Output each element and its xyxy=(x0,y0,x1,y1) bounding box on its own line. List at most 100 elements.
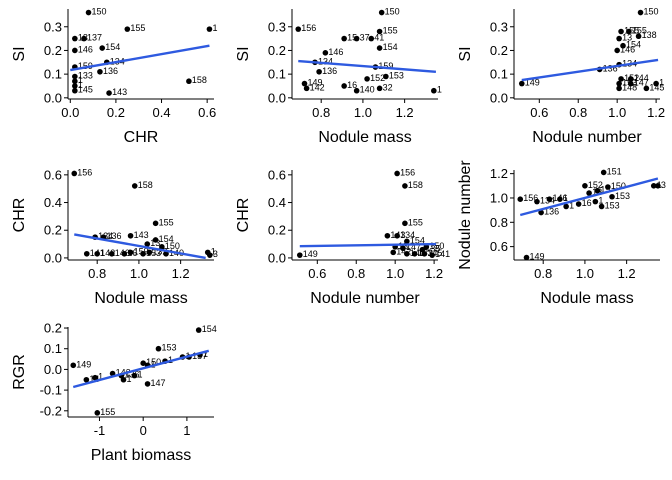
x-tick-label: 1.2 xyxy=(618,266,636,281)
data-point xyxy=(609,193,615,200)
data-point xyxy=(131,183,138,189)
point-label: 159 xyxy=(378,61,393,71)
point-label: 142 xyxy=(396,246,411,256)
data-point xyxy=(140,250,146,257)
y-tick-label: 0.1 xyxy=(268,67,286,82)
point-label: 156 xyxy=(77,167,92,177)
point-label: 141 xyxy=(435,249,450,259)
y-tick-label: 0.3 xyxy=(490,19,508,34)
point-label: 155 xyxy=(130,23,145,33)
point-label: 153 xyxy=(161,343,176,353)
y-tick-label: 0.6 xyxy=(268,167,286,182)
x-tick-label: -1 xyxy=(94,423,106,438)
x-tick-label: 1.0 xyxy=(386,266,404,281)
data-point xyxy=(94,250,100,257)
point-label: 154 xyxy=(410,235,425,245)
point-label: 153 xyxy=(146,248,161,258)
point-label: 136 xyxy=(106,231,121,241)
point-label: 134 xyxy=(318,56,333,66)
data-point xyxy=(72,35,78,42)
point-label: 137 xyxy=(87,33,102,43)
data-point xyxy=(146,249,153,256)
x-tick-label: 0.6 xyxy=(198,105,216,120)
point-label: 13 xyxy=(622,33,632,43)
x-tick-label: 1.2 xyxy=(647,105,665,120)
data-point xyxy=(296,252,303,258)
x-tick-label: 0.6 xyxy=(530,105,548,120)
data-point xyxy=(353,35,360,42)
y-tick-label: 0.4 xyxy=(44,195,62,210)
data-point xyxy=(637,9,644,16)
data-point xyxy=(121,250,128,257)
point-label: 1 xyxy=(203,349,208,359)
data-point xyxy=(618,76,624,82)
data-point xyxy=(295,26,302,32)
point-label: 1 xyxy=(659,78,664,88)
point-label: 148 xyxy=(622,82,637,92)
data-point xyxy=(97,68,103,75)
point-label: 152 xyxy=(370,73,385,83)
point-label: 154 xyxy=(202,324,217,334)
data-point xyxy=(301,80,308,87)
data-point xyxy=(402,183,408,189)
data-point xyxy=(72,83,78,89)
point-label: 159 xyxy=(134,246,149,256)
point-label: 154 xyxy=(626,40,641,50)
data-point xyxy=(400,245,406,252)
data-point xyxy=(518,80,525,87)
data-point xyxy=(124,26,131,32)
data-point xyxy=(106,90,112,96)
point-label: 156 xyxy=(400,167,415,177)
point-label: 147 xyxy=(406,242,421,252)
point-label: 143 xyxy=(134,230,149,240)
data-point xyxy=(71,170,78,177)
data-point xyxy=(303,85,310,92)
y-tick-label: 0.1 xyxy=(44,341,62,356)
data-point xyxy=(598,203,605,210)
point-label: 136 xyxy=(103,66,118,76)
data-point xyxy=(195,327,202,333)
regression-line xyxy=(72,349,210,389)
data-point xyxy=(620,42,626,49)
x-tick-label: 0.2 xyxy=(107,105,125,120)
y-axis-title: SI xyxy=(235,46,252,61)
data-point xyxy=(628,80,634,87)
point-label: 13 xyxy=(150,238,160,248)
point-label: 144 xyxy=(634,73,649,83)
y-axis-title: Nodule number xyxy=(457,160,474,270)
point-label: 15 xyxy=(600,185,610,195)
y-axis-title: SI xyxy=(457,46,474,61)
data-point xyxy=(72,78,78,85)
point-label: 1 xyxy=(437,85,442,95)
data-point xyxy=(635,33,642,40)
y-tick-label: 0.2 xyxy=(268,43,286,58)
x-tick-label: 0.8 xyxy=(569,105,587,120)
data-point xyxy=(650,183,657,189)
data-point xyxy=(72,73,78,80)
point-label: 158 xyxy=(408,180,423,190)
y-tick-label: 0.2 xyxy=(268,223,286,238)
regression-line xyxy=(521,58,659,82)
data-point xyxy=(94,410,101,416)
data-point xyxy=(404,250,410,257)
y-tick-label: 1.2 xyxy=(490,166,508,181)
data-point xyxy=(563,203,569,210)
y-tick-label: 0.0 xyxy=(268,90,286,105)
data-point xyxy=(131,372,138,379)
point-label: 150 xyxy=(644,7,659,17)
data-point xyxy=(92,374,98,381)
x-tick-label: 1.0 xyxy=(608,105,626,120)
point-label: 146 xyxy=(620,44,635,54)
point-label: 151 xyxy=(607,166,622,176)
point-label: 1 xyxy=(151,359,156,369)
data-point xyxy=(83,376,90,383)
point-label: 155 xyxy=(408,217,423,227)
data-point xyxy=(626,28,632,35)
scatter-panel: 0.00.20.40.60.00.10.20.3CHRSI15015511313… xyxy=(11,7,217,146)
y-tick-label: 0.2 xyxy=(490,43,508,58)
x-axis-title: Nodule mass xyxy=(94,290,187,307)
data-point xyxy=(523,254,530,261)
point-label: 155 xyxy=(632,26,647,36)
data-point xyxy=(383,73,389,80)
